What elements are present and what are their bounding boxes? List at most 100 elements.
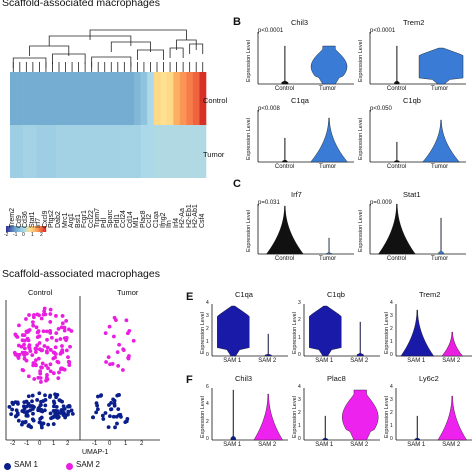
tumor-sam1-point <box>112 403 117 408</box>
umap-x-tick: -1 <box>24 441 30 447</box>
control-sam1-point <box>16 418 21 423</box>
control-sam2-point <box>49 335 54 340</box>
control-sam2-point <box>58 337 63 341</box>
control-sam1-point <box>39 407 44 412</box>
heatmap-cell-tumor <box>62 125 70 178</box>
control-sam1-point <box>43 393 47 398</box>
color-scale-step <box>12 226 14 232</box>
heatmap-cell-control <box>186 72 194 125</box>
violin-gene-title: Irf7 <box>291 190 302 199</box>
violin-gene-title: Stat1 <box>403 190 421 199</box>
violin-y-tick: 3 <box>206 313 209 319</box>
control-sam2-point <box>37 341 42 345</box>
violin-body <box>310 45 348 85</box>
color-scale-step <box>22 226 24 232</box>
control-sam2-point <box>60 348 65 353</box>
control-sam2-point <box>33 358 38 363</box>
violin-body <box>378 203 416 255</box>
color-scale-step <box>28 226 30 232</box>
violin-y-tick: 1 <box>206 339 209 345</box>
control-sam2-point <box>21 368 26 373</box>
control-sam2-point <box>41 329 46 334</box>
control-sam2-point <box>20 333 25 337</box>
control-sam2-point <box>68 344 72 349</box>
tumor-sam2-point <box>104 360 108 364</box>
heatmap-cell-control <box>160 72 168 125</box>
tumor-sam2-point <box>127 328 132 333</box>
color-scale-step <box>32 226 34 232</box>
control-sam1-point <box>9 412 14 417</box>
control-sam2-point <box>59 366 63 371</box>
violin-body <box>282 137 288 163</box>
heatmap-cell-control <box>62 72 70 125</box>
tumor-sam2-point <box>114 318 118 322</box>
control-sam2-point <box>31 323 36 328</box>
control-sam1-point <box>46 422 51 427</box>
control-sam1-point <box>30 399 34 404</box>
control-sam1-point <box>43 398 48 402</box>
control-sam2-point <box>60 344 64 348</box>
color-scale-step <box>17 226 19 232</box>
color-scale-step <box>42 226 44 232</box>
control-sam2-point <box>62 367 67 372</box>
heatmap-cell-control <box>10 72 17 125</box>
control-sam2-point <box>24 317 28 321</box>
umap-x-tick: 2 <box>140 441 144 447</box>
control-sam2-point <box>27 344 31 349</box>
violin-x-label: Tumor <box>431 256 449 262</box>
tumor-sam2-point <box>106 355 111 359</box>
violin-plot-chil3: Chil3 p<0.0001 Control Tumor Expression Leve… <box>246 18 356 98</box>
umap-facet-tumor: Tumor <box>117 288 139 297</box>
heatmap-cell-tumor <box>94 125 102 178</box>
heatmap-cell-control <box>94 72 102 125</box>
violin-x-label: SAM 1 <box>407 358 426 364</box>
violin-gene-title: Ly6c2 <box>419 374 439 383</box>
violin-body <box>342 389 379 441</box>
control-sam2-point <box>30 320 35 325</box>
control-sam2-point <box>27 328 32 332</box>
violin-y-tick: 0 <box>206 352 209 358</box>
heatmap-cell-control <box>55 72 63 125</box>
control-sam2-point <box>67 359 71 364</box>
control-sam1-point <box>51 404 56 409</box>
violin-body <box>230 389 236 441</box>
heatmap-cell-tumor <box>29 125 37 178</box>
panel-label-f: F <box>186 374 193 386</box>
tumor-sam2-point <box>116 363 121 368</box>
tumor-sam1-point <box>91 415 95 420</box>
tumor-sam1-point <box>95 407 100 412</box>
violin-body <box>437 395 468 441</box>
violin-y-tick: 2 <box>298 410 301 416</box>
tumor-sam1-point <box>114 414 119 419</box>
control-sam1-point <box>10 407 15 412</box>
violin-body <box>418 47 464 85</box>
tumor-sam2-point <box>131 338 136 343</box>
violin-body <box>322 415 328 441</box>
color-scale-step <box>13 226 15 232</box>
heatmap-cell-tumor <box>147 125 155 178</box>
heatmap-cell-tumor <box>173 125 181 178</box>
color-scale-step <box>25 226 27 232</box>
control-sam1-point <box>58 411 63 415</box>
heatmap-cell-tumor <box>16 125 24 178</box>
tumor-sam2-point <box>107 324 112 329</box>
heatmap-cell-control <box>179 72 187 125</box>
color-scale-step <box>10 226 12 232</box>
violin-body <box>441 331 464 357</box>
heatmap-cell-control <box>147 72 155 125</box>
heatmap-cell-control <box>16 72 24 125</box>
violin-y-tick: 4 <box>206 300 209 306</box>
heatmap-cell-tumor <box>127 125 135 178</box>
violin-y-tick: 6 <box>206 384 209 390</box>
heatmap-cell-control <box>134 72 141 125</box>
color-scale-step <box>21 226 23 232</box>
heatmap-cell-tumor <box>108 125 115 178</box>
control-sam2-point <box>45 372 49 377</box>
control-sam1-point <box>28 408 33 413</box>
heatmap-cell-tumor <box>199 125 207 178</box>
violin-pvalue: p=0.009 <box>370 200 392 206</box>
control-sam2-point <box>36 329 41 333</box>
control-sam1-point <box>41 421 46 426</box>
control-sam2-point <box>48 307 53 312</box>
violin-x-label: Control <box>274 164 295 170</box>
